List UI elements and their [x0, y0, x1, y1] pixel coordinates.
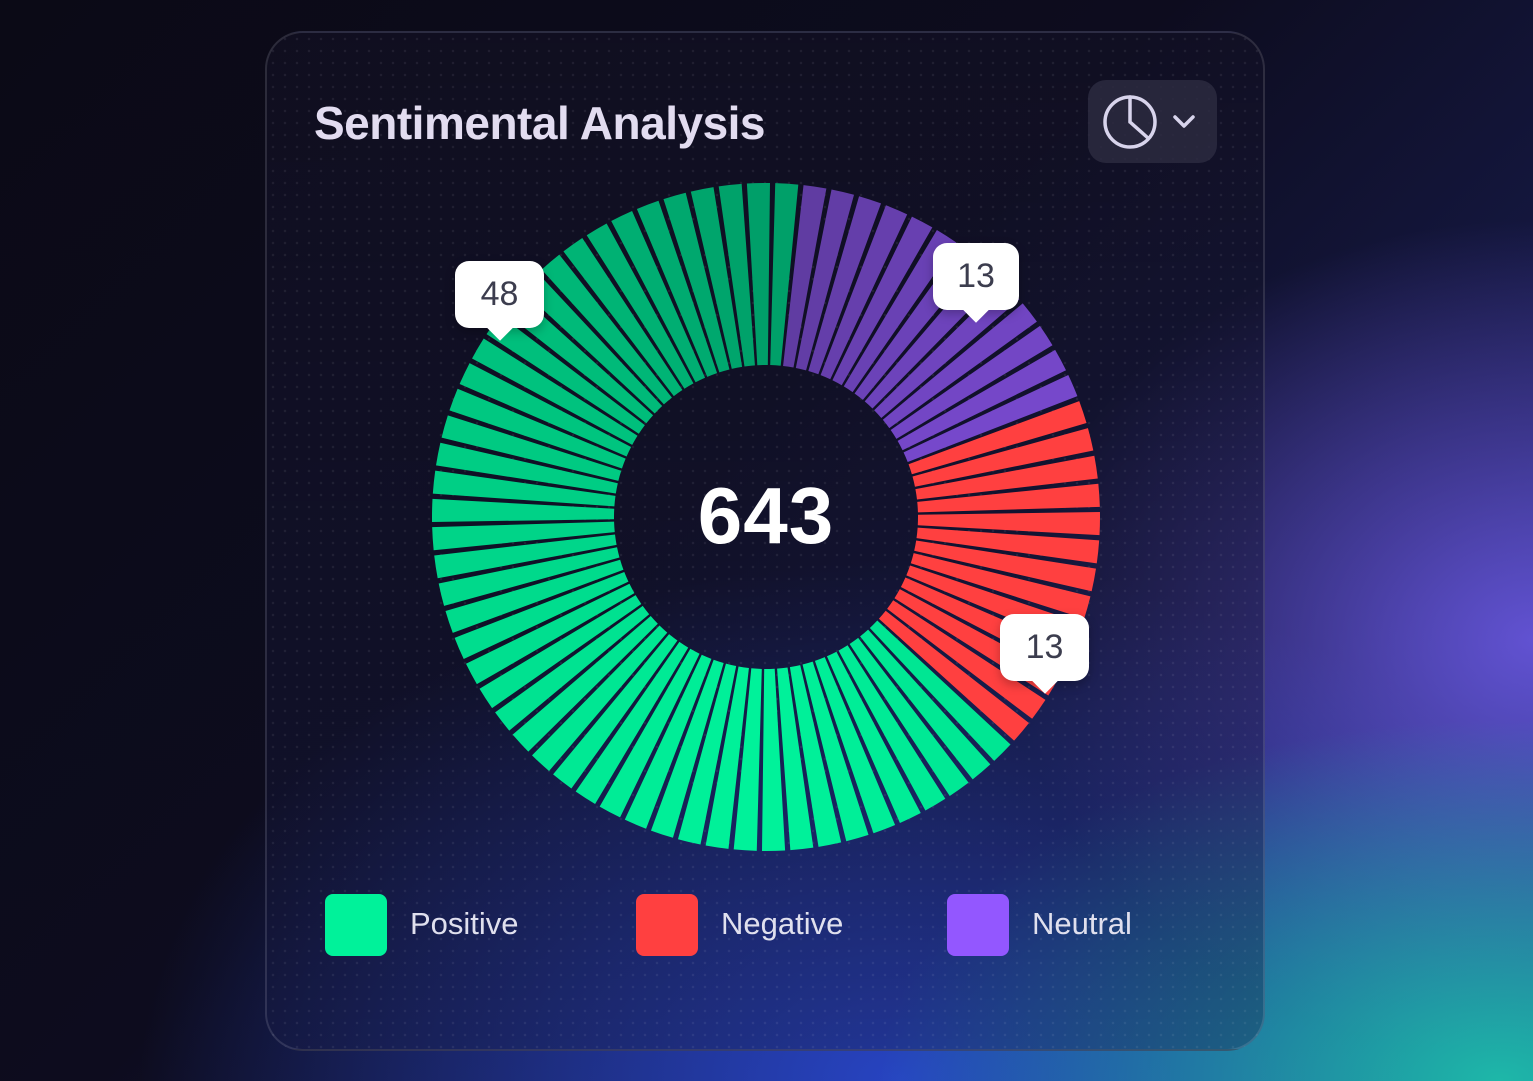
- donut-wedge-positive: [459, 363, 632, 457]
- pie-chart-icon: [1103, 95, 1195, 149]
- donut-wedge-neutral: [897, 349, 1067, 451]
- donut-wedge-positive: [746, 183, 770, 366]
- donut-wedge-neutral: [832, 216, 933, 386]
- donut-wedge-negative: [916, 527, 1100, 564]
- donut-wedge-positive: [512, 616, 658, 752]
- donut-wedge-positive: [777, 667, 814, 851]
- donut-wedge-positive: [677, 663, 737, 845]
- legend-label-positive: Positive: [410, 906, 519, 941]
- donut-wedge-positive: [432, 521, 615, 551]
- donut-wedge-positive: [432, 470, 616, 507]
- donut-wedge-positive: [849, 637, 969, 796]
- donut-wedge-positive: [838, 645, 946, 811]
- donut-wedge-positive: [521, 273, 663, 414]
- donut-wedge-positive: [663, 192, 730, 373]
- donut-wedge-positive: [472, 338, 638, 445]
- donut-wedge-positive: [826, 651, 921, 823]
- legend-label-negative: Negative: [721, 906, 844, 941]
- donut-wedge-negative: [915, 455, 1098, 500]
- donut-wedge-positive: [454, 571, 629, 660]
- donut-wedge-positive: [599, 648, 700, 818]
- donut-wedge-neutral: [903, 374, 1078, 463]
- donut-wedge-neutral: [783, 185, 827, 368]
- donut-wedge-positive: [495, 605, 650, 731]
- donut-wedge-negative: [908, 401, 1087, 475]
- donut-wedge-negative: [887, 600, 1046, 719]
- donut-wedge-positive: [438, 547, 620, 606]
- donut-wedge-positive: [532, 625, 668, 771]
- donut-wedge-positive: [586, 223, 694, 389]
- donut-wedge-positive: [486, 315, 645, 434]
- donut-wedge-positive: [789, 665, 842, 847]
- donut-wedge-positive: [762, 668, 786, 851]
- donut-wedge-positive: [541, 254, 672, 405]
- donut-wedge-positive: [434, 534, 617, 579]
- chart-type-dropdown-button[interactable]: [1088, 80, 1217, 163]
- donut-wedge-positive: [465, 583, 635, 685]
- donut-wedge-positive: [814, 657, 896, 834]
- legend-swatch-neutral: [947, 894, 1009, 956]
- card-title: Sentimental Analysis: [314, 97, 766, 149]
- legend-swatch-positive: [325, 894, 387, 956]
- donut-wedge-negative: [910, 553, 1091, 619]
- donut-wedge-negative: [914, 540, 1096, 592]
- legend-label-neutral: Neutral: [1032, 906, 1132, 941]
- chevron-down-icon: [1173, 115, 1195, 128]
- donut-wedge-positive: [869, 620, 1011, 761]
- donut-wedge-positive: [553, 634, 678, 789]
- donut-wedge-positive: [690, 187, 743, 369]
- legend-swatch-negative: [636, 894, 698, 956]
- donut-wedge-negative: [917, 483, 1100, 513]
- donut-total-value: 643: [697, 471, 835, 560]
- donut-wedge-positive: [718, 183, 755, 367]
- callout-negative: 13: [1000, 614, 1089, 681]
- callout-neutral: 13: [933, 243, 1019, 310]
- donut-wedge-positive: [445, 559, 624, 633]
- donut-wedge-neutral: [843, 230, 957, 393]
- donut-wedge-positive: [441, 415, 622, 481]
- donut-wedge-neutral: [882, 303, 1037, 429]
- donut-wedge-positive: [770, 183, 799, 366]
- donut-wedge-positive: [636, 200, 718, 377]
- donut-wedge-positive: [802, 661, 869, 842]
- donut-wedge-positive: [503, 293, 654, 424]
- donut-wedge-positive: [624, 654, 712, 829]
- donut-wedge-positive: [432, 498, 615, 522]
- donut-wedge-positive: [611, 211, 706, 383]
- donut-wedge-negative: [917, 512, 1100, 536]
- donut-wedge-positive: [860, 629, 991, 780]
- donut-wedge-neutral: [874, 282, 1020, 418]
- callout-positive: 48: [455, 261, 544, 328]
- donut-wedge-positive: [705, 666, 749, 849]
- donut-wedge-negative: [878, 610, 1029, 741]
- donut-wedge-neutral: [808, 196, 882, 375]
- donut-wedge-positive: [733, 668, 762, 851]
- donut-wedge-positive: [563, 238, 683, 397]
- donut-wedge-positive: [449, 388, 626, 469]
- donut-wedge-neutral: [795, 189, 855, 371]
- donut-wedge-neutral: [820, 205, 908, 380]
- donut-wedge-positive: [479, 595, 642, 709]
- donut-wedge-positive: [575, 641, 689, 804]
- donut-wedge-neutral: [890, 325, 1053, 439]
- donut-wedge-positive: [650, 659, 724, 838]
- donut-wedge-negative: [912, 428, 1094, 487]
- donut-wedge-positive: [436, 442, 618, 494]
